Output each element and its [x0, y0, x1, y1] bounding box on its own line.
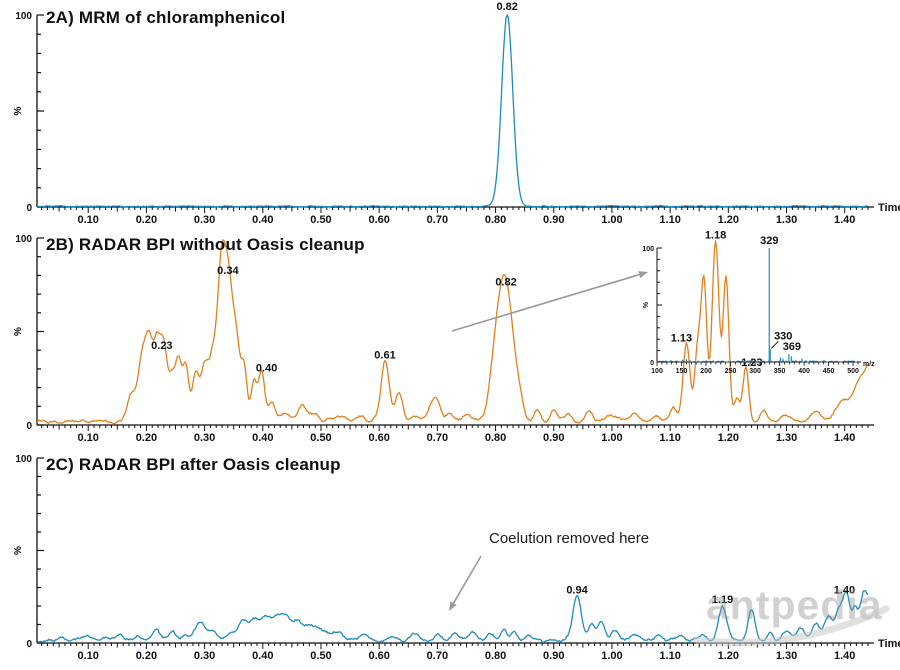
x-tick-label: 0.40	[252, 432, 273, 444]
inset-x-axis-label: m/z	[863, 361, 875, 368]
x-tick-label: 0.10	[77, 214, 98, 226]
peak-label: 0.34	[217, 265, 239, 277]
x-tick-label: 0.70	[427, 214, 448, 226]
y-axis-top-label: 100	[15, 234, 32, 245]
peak-label: 0.94	[566, 585, 588, 597]
x-tick-label: 0.30	[194, 432, 215, 444]
x-tick-label: 1.00	[601, 650, 622, 662]
x-tick-label: 1.10	[659, 650, 680, 662]
inset-peak-label: 330	[774, 330, 792, 342]
peak-label: 0.23	[151, 340, 172, 352]
x-tick-label: 0.50	[310, 214, 331, 226]
x-tick-label: 0.10	[77, 650, 98, 662]
y-axis-bottom-label: 0	[26, 639, 32, 650]
y-axis-top-label: 100	[15, 454, 32, 465]
peak-label: 0.61	[374, 349, 395, 361]
inset-y-top-label: 100	[642, 246, 654, 253]
inset-x-tick-label: 400	[798, 368, 810, 375]
inset-y-title: %	[643, 301, 650, 308]
x-tick-label: 0.80	[485, 432, 506, 444]
peak-label: 1.23	[741, 357, 762, 369]
inset-x-tick-label: 200	[700, 368, 712, 375]
inset-x-tick-label: 450	[823, 368, 835, 375]
inset-peak-label: 329	[760, 235, 778, 247]
x-tick-label: 0.50	[310, 650, 331, 662]
inset-x-tick-label: 500	[847, 368, 859, 375]
x-tick-label: 0.90	[543, 214, 564, 226]
inset-x-tick-label: 300	[749, 368, 761, 375]
y-axis-title: %	[13, 106, 24, 115]
time-axis-label: Time	[878, 202, 900, 214]
chromatogram-trace	[36, 239, 869, 425]
x-tick-label: 0.60	[368, 432, 389, 444]
x-tick-label: 0.20	[136, 650, 157, 662]
x-tick-label: 1.00	[601, 432, 622, 444]
inset-label-pointer-line	[770, 341, 779, 349]
peak-label: 1.13	[671, 332, 692, 344]
x-tick-label: 0.80	[485, 214, 506, 226]
inset-x-tick-label: 250	[725, 368, 737, 375]
peak-label: 0.82	[495, 276, 516, 288]
y-axis-bottom-label: 0	[26, 203, 32, 214]
peak-label: 1.19	[712, 594, 733, 606]
x-tick-label: 0.20	[136, 214, 157, 226]
x-tick-label: 0.30	[194, 650, 215, 662]
chromatogram-trace	[36, 590, 869, 644]
inset-peak-label: 369	[783, 341, 801, 353]
inset-x-tick-label: 350	[774, 368, 786, 375]
inset-x-tick-label: 100	[651, 368, 663, 375]
inset-x-tick-label: 150	[676, 368, 688, 375]
x-tick-label: 1.40	[834, 650, 855, 662]
panel-2c-title: 2C) RADAR BPI after Oasis cleanup	[46, 455, 341, 474]
x-tick-label: 0.60	[368, 650, 389, 662]
x-tick-label: 1.10	[659, 432, 680, 444]
x-tick-label: 1.10	[659, 214, 680, 226]
peak-label: 1.40	[834, 585, 855, 597]
x-tick-label: 0.40	[252, 650, 273, 662]
x-tick-label: 0.70	[427, 650, 448, 662]
x-tick-label: 1.40	[834, 432, 855, 444]
inset-y-bottom-label: 0	[650, 360, 654, 367]
x-tick-label: 1.30	[776, 432, 797, 444]
panel-2a-chromatogram: 100 0% 0.10 0.20 0.30 0.40 0.50 0.60 0.70 0.80 0.9…	[13, 1, 900, 226]
y-axis-title: %	[13, 327, 24, 336]
panel-2a-title: 2A) MRM of chloramphenicol	[46, 8, 286, 27]
x-tick-label: 0.80	[485, 650, 506, 662]
x-tick-label: 1.30	[776, 214, 797, 226]
axes: 100 0% 0.10 0.20 0.30 0.40 0.50 0.60 0.70 0.80 0.9…	[13, 454, 900, 662]
x-tick-label: 0.90	[543, 650, 564, 662]
y-axis-top-label: 100	[15, 11, 32, 22]
x-tick-label: 1.30	[776, 650, 797, 662]
peak-label: 0.40	[256, 362, 277, 374]
x-tick-label: 0.90	[543, 432, 564, 444]
x-tick-label: 0.30	[194, 214, 215, 226]
x-tick-label: 1.00	[601, 214, 622, 226]
x-tick-label: 1.20	[718, 214, 739, 226]
x-tick-label: 1.20	[718, 650, 739, 662]
x-tick-label: 0.20	[136, 432, 157, 444]
coelution-annotation-text: Coelution removed here	[489, 530, 650, 547]
y-axis-title: %	[13, 546, 24, 555]
panel-2b-title: 2B) RADAR BPI without Oasis cleanup	[46, 235, 365, 254]
time-axis-label: Time	[878, 638, 900, 650]
peak-label: 1.18	[705, 230, 726, 242]
x-tick-label: 0.60	[368, 214, 389, 226]
x-tick-label: 1.40	[834, 214, 855, 226]
x-tick-label: 0.70	[427, 432, 448, 444]
panel-2c-chromatogram: 100 0% 0.10 0.20 0.30 0.40 0.50 0.60 0.70 0.80 0.9…	[13, 454, 900, 662]
x-tick-label: 0.40	[252, 214, 273, 226]
peak-label: 0.82	[496, 1, 517, 13]
x-tick-label: 0.10	[77, 432, 98, 444]
x-tick-label: 0.50	[310, 432, 331, 444]
chromatogram-trace	[36, 14, 869, 208]
axes: 100 0% 0.10 0.20 0.30 0.40 0.50 0.60 0.70 0.80 0.9…	[13, 11, 900, 226]
y-axis-bottom-label: 0	[26, 421, 32, 432]
x-tick-label: 1.20	[718, 432, 739, 444]
